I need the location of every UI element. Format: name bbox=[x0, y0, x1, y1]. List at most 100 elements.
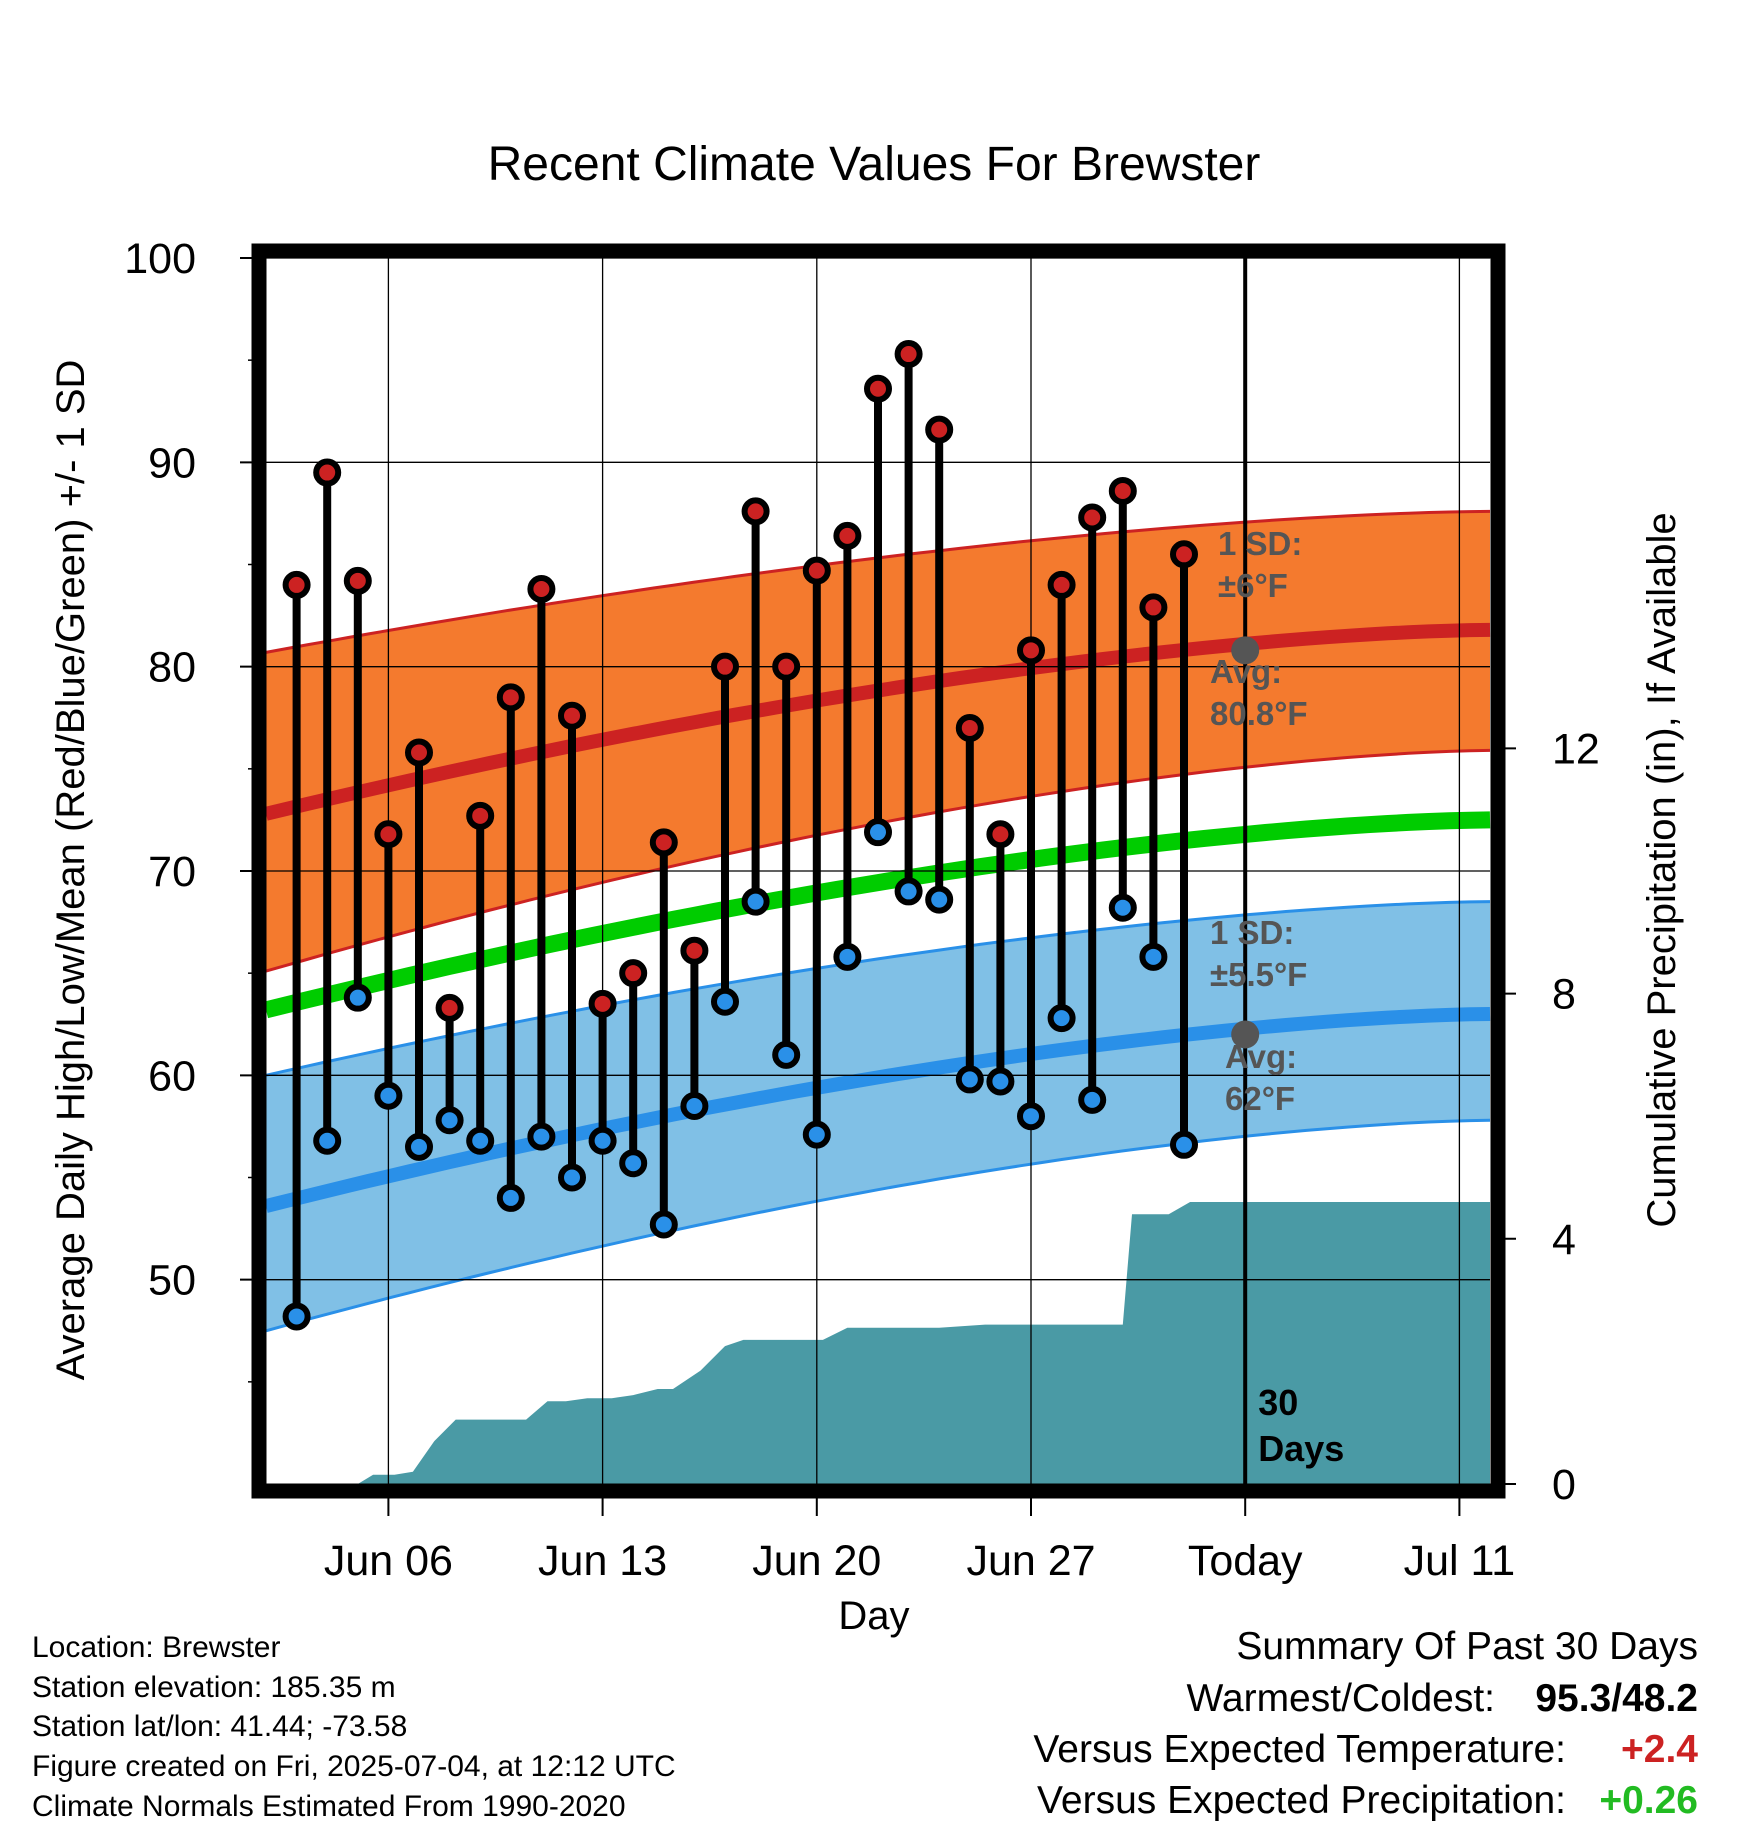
low-point bbox=[313, 1126, 342, 1155]
x-tick-label: Jun 27 bbox=[966, 1537, 1095, 1585]
low-point bbox=[1170, 1130, 1198, 1159]
low-point bbox=[802, 1120, 831, 1149]
low-point bbox=[894, 877, 923, 906]
low-point bbox=[925, 885, 954, 914]
low-point bbox=[955, 1065, 984, 1094]
y2-tick-label: 8 bbox=[1552, 971, 1576, 1019]
low-point bbox=[772, 1040, 801, 1069]
high-point bbox=[711, 652, 739, 681]
x-tick-label: Jul 11 bbox=[1404, 1537, 1516, 1585]
high-point bbox=[435, 993, 464, 1022]
low-point bbox=[1047, 1004, 1076, 1033]
mean-line bbox=[263, 811, 1491, 1019]
low-avg-line bbox=[264, 1007, 1491, 1213]
y-tick-label: 60 bbox=[148, 1052, 196, 1100]
y-axis-label: Average Daily High/Low/Mean (Red/Blue/Gr… bbox=[49, 360, 93, 1381]
high-point bbox=[986, 820, 1015, 849]
info-created: Figure created on Fri, 2025-07-04, at 12… bbox=[32, 1750, 676, 1783]
x-tick-label: Today bbox=[1188, 1537, 1303, 1585]
high-point bbox=[864, 374, 892, 403]
low-point bbox=[588, 1126, 617, 1155]
high-avg-marker bbox=[1231, 636, 1260, 665]
low-avg-marker bbox=[1231, 1020, 1260, 1049]
high-point bbox=[1170, 540, 1198, 569]
low-point bbox=[680, 1091, 709, 1120]
info-elevation: Station elevation: 185.35 m bbox=[32, 1671, 396, 1704]
low-point bbox=[741, 887, 770, 916]
high-point bbox=[741, 497, 770, 526]
y2-axis-label: Cumulative Precipitation (in), If Availa… bbox=[1640, 512, 1684, 1227]
high-point bbox=[833, 521, 862, 550]
low-avg-label: Avg: bbox=[1225, 1038, 1297, 1075]
low-point bbox=[496, 1183, 525, 1212]
summary-temp-value: +2.4 bbox=[1621, 1728, 1698, 1771]
y2-tick-label: 4 bbox=[1552, 1216, 1576, 1264]
low-point bbox=[1017, 1102, 1045, 1131]
low-point bbox=[282, 1302, 311, 1331]
low-point bbox=[558, 1163, 586, 1192]
summary-temp-label: Versus Expected Temperature: bbox=[1033, 1728, 1566, 1771]
summary-warmest-value: 95.3/48.2 bbox=[1535, 1677, 1698, 1720]
low-point bbox=[986, 1067, 1015, 1096]
high-point bbox=[558, 701, 586, 730]
summary-precip-value: +0.26 bbox=[1599, 1779, 1698, 1822]
high-sd-label: 1 SD: bbox=[1218, 525, 1302, 562]
low-point bbox=[619, 1149, 648, 1178]
high-point bbox=[802, 556, 831, 585]
station-info: Location: Brewster Station elevation: 18… bbox=[32, 1631, 676, 1823]
low-point bbox=[649, 1210, 678, 1239]
y-tick-label: 100 bbox=[124, 235, 196, 283]
y-tick-label: 90 bbox=[148, 439, 196, 487]
high-avg-value: 80.8°F bbox=[1210, 695, 1308, 732]
low-sd-band-lower-edge bbox=[265, 1118, 1491, 1333]
summary-title: Summary Of Past 30 Days bbox=[1236, 1625, 1698, 1668]
precip-area-fill bbox=[266, 1202, 1490, 1484]
low-point bbox=[343, 983, 372, 1012]
precip-area bbox=[266, 1202, 1490, 1484]
summary-warmest-label: Warmest/Coldest: bbox=[1187, 1677, 1495, 1720]
y-tick-label: 70 bbox=[148, 848, 196, 896]
high-point bbox=[496, 683, 525, 712]
low-point bbox=[374, 1081, 403, 1110]
today-label-line: Days bbox=[1258, 1428, 1344, 1469]
high-point bbox=[343, 566, 372, 595]
today-days-label: 30 Days bbox=[1258, 1382, 1344, 1469]
y-tick-label: 80 bbox=[148, 644, 196, 692]
high-point bbox=[1078, 503, 1107, 532]
high-point bbox=[649, 828, 678, 857]
low-sd-label: 1 SD: bbox=[1210, 914, 1294, 951]
low-point bbox=[466, 1126, 495, 1155]
high-point bbox=[619, 959, 648, 988]
y2-tick-label: 0 bbox=[1552, 1461, 1576, 1509]
day-stems bbox=[292, 354, 1188, 1317]
today-label-line: 30 bbox=[1258, 1382, 1298, 1423]
high-point bbox=[955, 713, 984, 742]
low-point bbox=[711, 987, 739, 1016]
high-point bbox=[925, 415, 954, 444]
high-point bbox=[680, 936, 709, 965]
low-point bbox=[1078, 1085, 1107, 1114]
summary-panel: Summary Of Past 30 Days Warmest/Coldest:… bbox=[1033, 1625, 1698, 1822]
x-axis-label: Day bbox=[838, 1594, 909, 1638]
info-latlon: Station lat/lon: 41.44; -73.58 bbox=[32, 1710, 407, 1743]
low-sd-band-upper-edge bbox=[265, 900, 1491, 1077]
high-point bbox=[282, 570, 311, 599]
chart-title: Recent Climate Values For Brewster bbox=[488, 138, 1261, 191]
low-avg-value: 62°F bbox=[1225, 1080, 1295, 1117]
day-points bbox=[282, 340, 1198, 1331]
high-point bbox=[1047, 570, 1076, 599]
x-tick-label: Jun 06 bbox=[324, 1537, 453, 1585]
high-point bbox=[466, 801, 495, 830]
high-avg-label: Avg: bbox=[1210, 653, 1282, 690]
high-point bbox=[405, 738, 433, 767]
high-point bbox=[1108, 476, 1137, 505]
low-point bbox=[1139, 942, 1168, 971]
low-point bbox=[405, 1132, 433, 1161]
high-point bbox=[1139, 593, 1168, 622]
low-sd-value: ±5.5°F bbox=[1210, 956, 1307, 993]
y-axis-ticks: 50 60 70 80 90 100 bbox=[124, 235, 259, 1383]
low-point bbox=[1108, 893, 1137, 922]
low-point bbox=[864, 818, 892, 847]
summary-precip-label: Versus Expected Precipitation: bbox=[1037, 1779, 1566, 1822]
